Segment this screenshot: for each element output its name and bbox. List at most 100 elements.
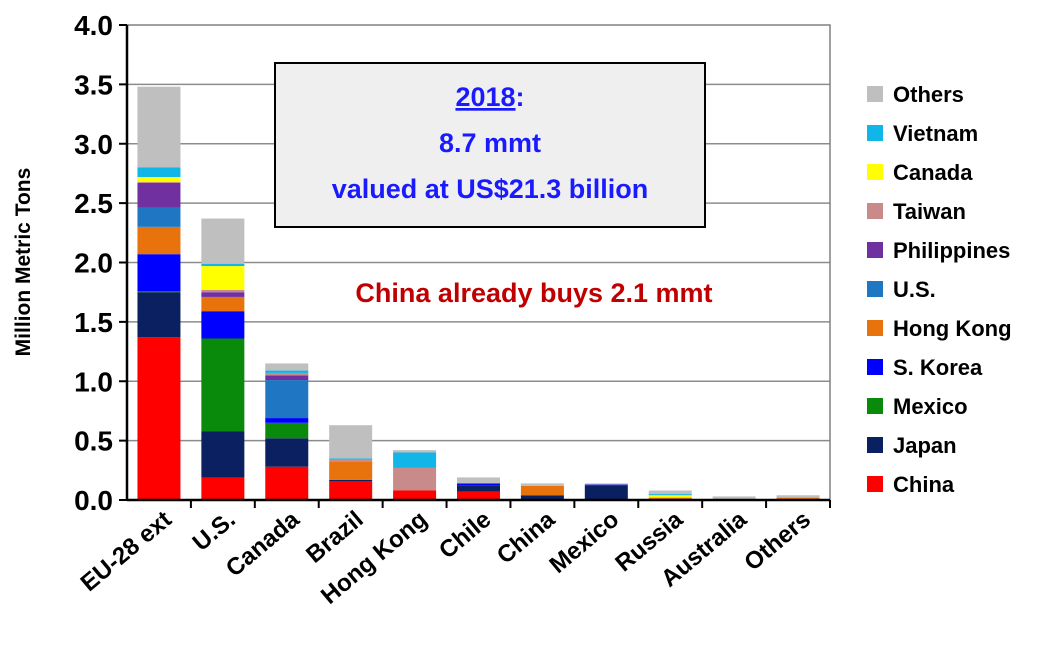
- bar-brazil-taiwan: [329, 459, 373, 462]
- bar-eu-28-ext-taiwan: [137, 181, 181, 183]
- bar-canada-japan: [265, 438, 309, 467]
- bar-russia-canada: [648, 495, 692, 498]
- x-tick-label: Canada: [221, 505, 305, 582]
- legend-swatch: [867, 359, 883, 375]
- bar-australia-others: [712, 496, 756, 500]
- bar-canada-s-korea: [265, 418, 309, 423]
- bar-brazil-vietnam: [329, 458, 373, 460]
- bar-eu-28-ext-philippines: [137, 182, 181, 208]
- legend-swatch: [867, 281, 883, 297]
- bar-eu-28-ext-canada: [137, 177, 181, 182]
- bar-russia-vietnam: [648, 494, 692, 496]
- x-tick-label: U.S.: [188, 506, 241, 557]
- y-tick-label: 0.5: [74, 426, 113, 457]
- summary-value: valued at US$21.3 billion: [332, 174, 649, 204]
- legend-item-taiwan: Taiwan: [867, 199, 966, 224]
- x-tick-label: Mexico: [544, 506, 624, 579]
- bar-eu-28-ext-vietnam: [137, 167, 181, 177]
- y-tick-label: 1.5: [74, 307, 113, 338]
- legend-swatch: [867, 164, 883, 180]
- bar-mexico-others: [584, 483, 628, 485]
- bar-chile-s-korea: [457, 483, 500, 486]
- bar-canada-taiwan: [265, 372, 309, 376]
- bar-china-japan: [520, 495, 564, 500]
- y-axis-ticks: 0.0 0.5 1.0 1.5 2.0 2.5 3.0 3.5 4.0: [74, 10, 127, 516]
- legend-swatch: [867, 320, 883, 336]
- summary-year-suffix: :: [516, 82, 525, 112]
- legend-swatch: [867, 398, 883, 414]
- bar-u-s-mexico: [201, 338, 245, 432]
- bar-mexico-japan: [584, 485, 628, 500]
- x-tick-label: Chile: [434, 506, 496, 564]
- y-tick-label: 3.0: [74, 129, 113, 160]
- bar-brazil-china: [329, 481, 373, 500]
- legend-label: China: [893, 472, 955, 497]
- bar-chile-japan: [457, 485, 500, 492]
- bar-eu-28-ext-hong-kong: [137, 226, 181, 255]
- bar-canada-china: [265, 466, 309, 500]
- bar-u-s-canada: [201, 266, 245, 290]
- bar-chile-china: [457, 491, 500, 500]
- bar-canada-vietnam: [265, 370, 309, 373]
- legend-label: Hong Kong: [893, 316, 1012, 341]
- legend-label: Others: [893, 82, 964, 107]
- bar-u-s-taiwan: [201, 289, 245, 293]
- legend-item-philippines: Philippines: [867, 238, 1010, 263]
- bar-eu-28-ext-china: [137, 337, 181, 500]
- bar-eu-28-ext-others: [137, 86, 181, 168]
- bar-hong-kong-vietnam: [393, 452, 437, 468]
- bar-china-hong-kong: [520, 485, 564, 496]
- bar-brazil-others: [329, 425, 373, 459]
- bar-eu-28-ext-mexico: [137, 291, 181, 293]
- legend-swatch: [867, 242, 883, 258]
- legend-swatch: [867, 476, 883, 492]
- bar-hong-kong-taiwan: [393, 467, 437, 491]
- legend-label: Vietnam: [893, 121, 978, 146]
- legend-label: U.S.: [893, 277, 936, 302]
- bar-eu-28-ext-japan: [137, 292, 181, 338]
- legend-label: Canada: [893, 160, 973, 185]
- bar-canada-philippines: [265, 375, 309, 381]
- bar-mexico-s-korea: [584, 484, 628, 486]
- bar-hong-kong-others: [393, 450, 437, 453]
- bar-others-others: [776, 495, 820, 498]
- legend-label: Philippines: [893, 238, 1010, 263]
- bar-u-s-philippines: [201, 292, 245, 297]
- bar-chile-others: [457, 477, 500, 484]
- bar-eu-28-ext-s-korea: [137, 254, 181, 291]
- y-tick-label: 2.5: [74, 188, 113, 219]
- china-note: China already buys 2.1 mmt: [355, 278, 712, 308]
- bar-eu-28-ext-u-s: [137, 207, 181, 227]
- legend-item-canada: Canada: [867, 160, 973, 185]
- bar-u-s-others: [201, 218, 245, 264]
- summary-box: 2018: 8.7 mmt valued at US$21.3 billion: [274, 62, 706, 228]
- bar-canada-mexico: [265, 422, 309, 439]
- summary-volume: 8.7 mmt: [439, 128, 541, 158]
- legend-label: Taiwan: [893, 199, 966, 224]
- legend-swatch: [867, 437, 883, 453]
- summary-box-line1: 2018:: [455, 82, 524, 112]
- legend-item-u-s: U.S.: [867, 277, 936, 302]
- legend-swatch: [867, 203, 883, 219]
- bar-hong-kong-china: [393, 490, 437, 500]
- legend-item-japan: Japan: [867, 433, 957, 458]
- summary-year: 2018: [455, 82, 515, 112]
- y-tick-label: 3.5: [74, 69, 113, 100]
- legend-swatch: [867, 86, 883, 102]
- bar-u-s-hong-kong: [201, 296, 245, 312]
- bar-u-s-vietnam: [201, 263, 245, 267]
- legend-item-others: Others: [867, 82, 964, 107]
- bar-china-others: [520, 483, 564, 486]
- y-tick-label: 2.0: [74, 248, 113, 279]
- bar-u-s-china: [201, 477, 245, 500]
- legend-label: Mexico: [893, 394, 968, 419]
- legend-item-vietnam: Vietnam: [867, 121, 978, 146]
- x-tick-label: EU-28 ext: [76, 506, 177, 597]
- legend-item-china: China: [867, 472, 955, 497]
- y-tick-label: 1.0: [74, 366, 113, 397]
- bar-u-s-s-korea: [201, 311, 245, 339]
- bar-russia-others: [648, 490, 692, 495]
- bar-brazil-japan: [329, 479, 373, 481]
